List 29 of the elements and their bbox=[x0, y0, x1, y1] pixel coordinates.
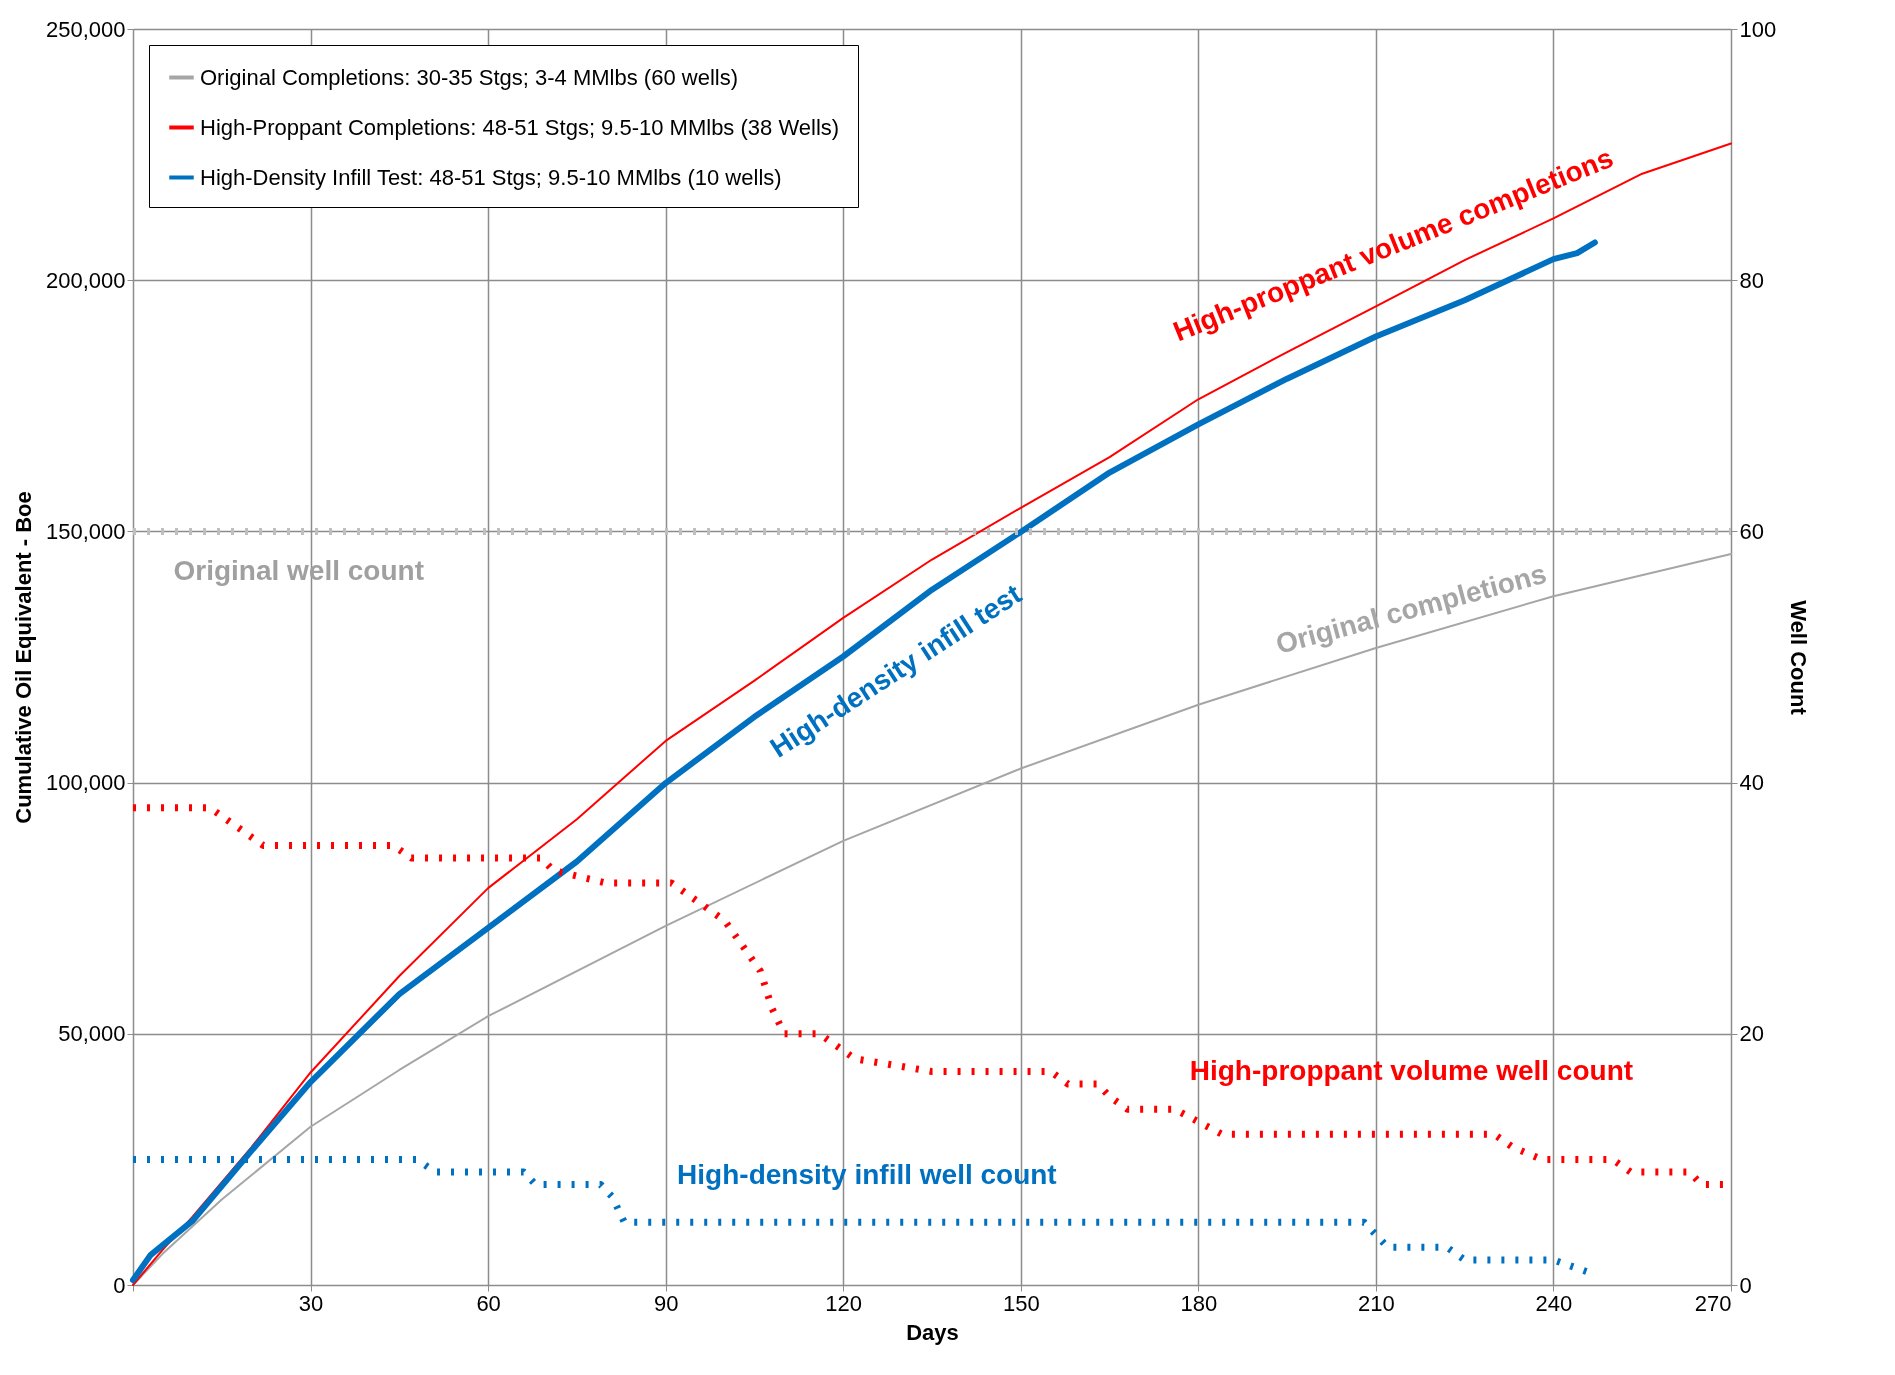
x-tick-label: 60 bbox=[476, 1290, 501, 1316]
y2-tick-label: 100 bbox=[1739, 16, 1777, 42]
y-tick-label: 0 bbox=[113, 1272, 126, 1298]
y-tick-label: 100,000 bbox=[45, 770, 126, 796]
x-tick-label: 270 bbox=[1694, 1290, 1732, 1316]
annotation: High-proppant volume well count bbox=[1189, 1055, 1634, 1087]
y2-axis-title: Well Count bbox=[1786, 600, 1812, 716]
y-tick-label: 200,000 bbox=[45, 267, 126, 293]
x-tick-label: 210 bbox=[1358, 1290, 1395, 1316]
y-tick-label: 250,000 bbox=[45, 16, 126, 42]
legend-label: High-Density Infill Test: 48-51 Stgs; 9.5-10 MMlbs (10 wells) bbox=[200, 164, 782, 190]
y2-tick-label: 0 bbox=[1739, 1272, 1752, 1298]
y2-tick-label: 40 bbox=[1739, 770, 1764, 796]
y-tick-label: 50,000 bbox=[58, 1021, 126, 1047]
y-axis-title: Cumulative Oil Equivalent - Boe bbox=[10, 491, 36, 824]
x-axis-title: Days bbox=[906, 1319, 959, 1345]
legend-label: High-Proppant Completions: 48-51 Stgs; 9.5-10 MMlbs (38 Wells) bbox=[200, 114, 840, 140]
y-tick-label: 150,000 bbox=[45, 518, 126, 544]
legend-label: Original Completions: 30-35 Stgs; 3-4 MMlbs (60 wells) bbox=[200, 64, 738, 90]
x-tick-label: 90 bbox=[653, 1290, 679, 1316]
x-tick-label: 240 bbox=[1535, 1290, 1573, 1316]
x-tick-label: 30 bbox=[298, 1290, 324, 1316]
annotation: High-density infill well count bbox=[677, 1159, 1057, 1191]
y2-tick-label: 80 bbox=[1739, 267, 1764, 293]
y2-tick-label: 20 bbox=[1739, 1021, 1764, 1047]
x-tick-label: 150 bbox=[1002, 1290, 1040, 1316]
x-tick-label: 120 bbox=[825, 1290, 863, 1316]
y2-tick-label: 60 bbox=[1739, 518, 1764, 544]
x-tick-label: 180 bbox=[1180, 1290, 1218, 1316]
